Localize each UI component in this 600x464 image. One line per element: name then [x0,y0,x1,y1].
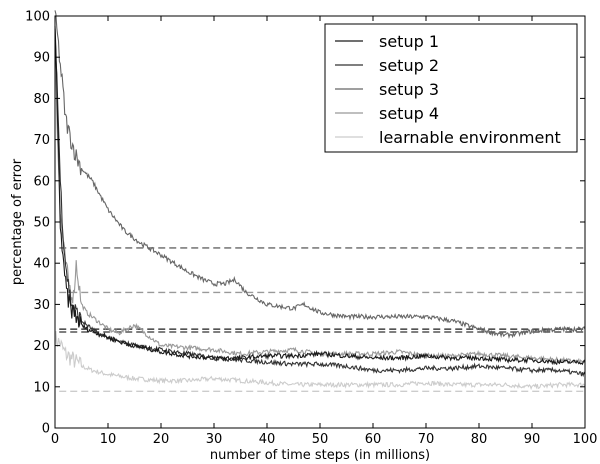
legend-label: learnable environment [379,128,561,147]
y-tick-label: 10 [33,380,50,395]
y-tick-label: 70 [33,133,50,148]
y-tick-label: 30 [33,298,50,313]
y-tick-label: 60 [33,174,50,189]
x-axis-label: number of time steps (in millions) [210,448,430,463]
series-line-4 [54,39,586,364]
y-tick-label: 0 [42,422,50,437]
y-tick-label: 100 [25,10,50,25]
x-tick-label: 50 [312,432,329,447]
series-lines [54,10,586,391]
x-tick-label: 80 [471,432,488,447]
x-tick-label: 60 [365,432,382,447]
reference-lines [59,247,585,392]
legend-label: setup 2 [379,56,439,75]
x-tick-label: 100 [573,432,598,447]
series-line-5 [54,331,586,391]
legend-label: setup 4 [379,104,439,123]
x-tick-label: 20 [153,432,170,447]
series-line-3 [54,10,586,340]
legend-box [324,23,578,153]
series-line-2 [54,28,586,378]
y-tick-label: 20 [33,339,50,354]
y-tick-label: 90 [33,51,50,66]
y-tick-label: 80 [33,92,50,107]
y-tick-label: 40 [33,257,50,272]
legend-label: setup 1 [379,32,439,51]
y-axis: 0 10 20 30 40 50 60 70 80 90 100 [25,10,585,437]
x-tick-label: 10 [100,432,117,447]
legend-label: setup 3 [379,80,439,99]
x-axis: 0 10 20 30 40 50 60 70 80 90 100 [51,16,598,447]
x-tick-label: 30 [206,432,223,447]
x-tick-label: 40 [259,432,276,447]
x-tick-label: 90 [524,432,541,447]
y-tick-label: 50 [33,216,50,231]
x-tick-label: 0 [51,432,59,447]
x-tick-label: 70 [418,432,435,447]
y-axis-label: percentage of error [10,158,25,285]
series-line-1 [54,26,586,366]
legend: setup 1 setup 2 setup 3 setup 4 learnable en… [324,23,578,153]
